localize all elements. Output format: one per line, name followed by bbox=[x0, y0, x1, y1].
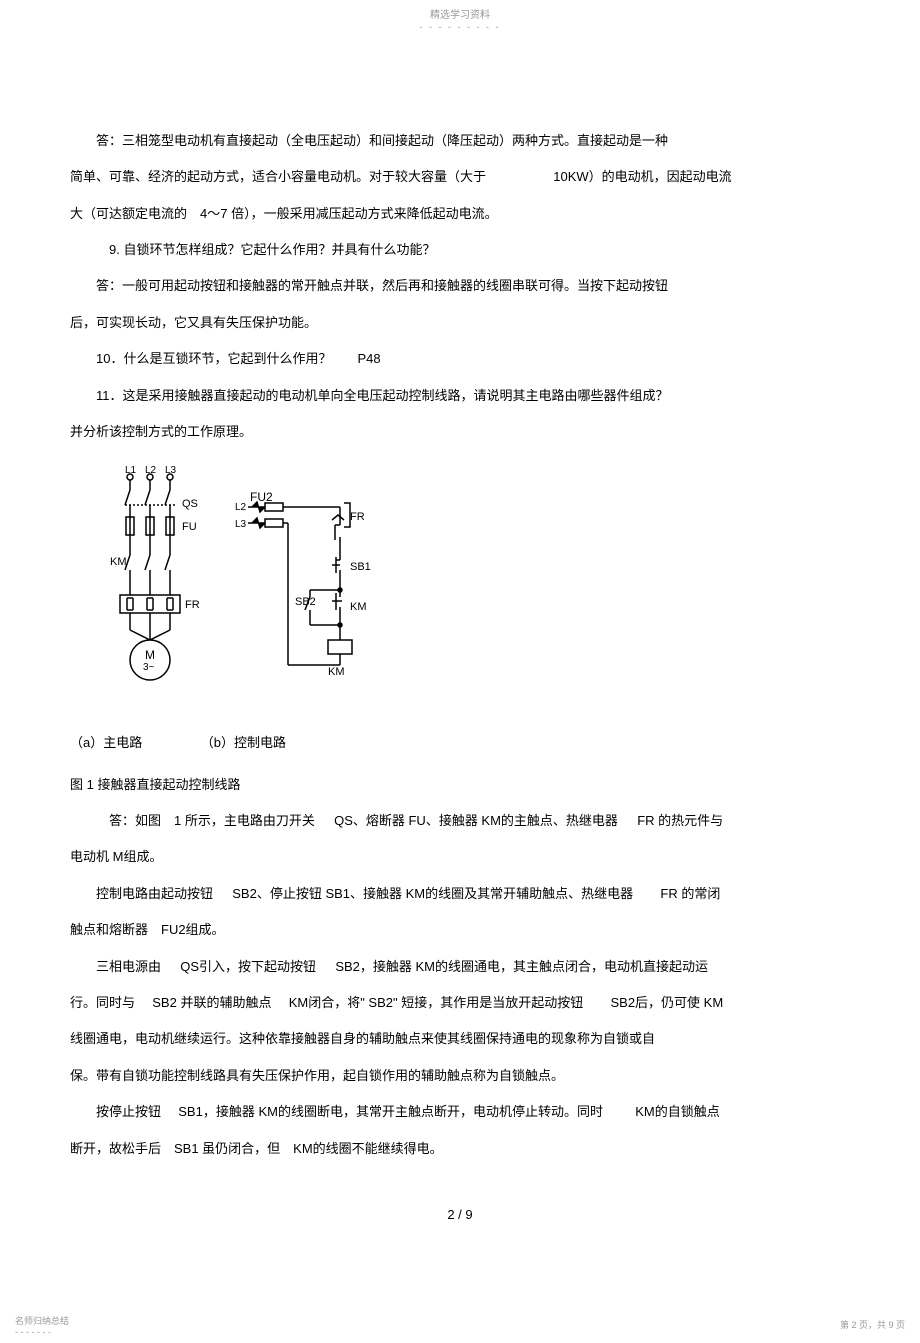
svg-text:FR: FR bbox=[185, 599, 200, 611]
svg-text:KM: KM bbox=[110, 556, 127, 568]
header-title: 精选学习资料 bbox=[70, 10, 850, 22]
header-sub: - - - - - - - - - bbox=[70, 22, 850, 33]
question-11b: 并分析该控制方式的工作原理。 bbox=[70, 414, 850, 450]
text: 答：如图 1 所示，主电路由刀开关 bbox=[109, 813, 315, 828]
svg-text:FU2: FU2 bbox=[250, 490, 273, 504]
text: 10KW）的电动机，因起动电流 bbox=[553, 169, 731, 184]
caption-ab: （a）主电路 （b）控制电路 bbox=[70, 725, 850, 761]
question-9: 9. 自锁环节怎样组成？它起什么作用？并具有什么功能？ bbox=[70, 232, 850, 268]
svg-text:L3: L3 bbox=[235, 519, 247, 530]
svg-text:L3: L3 bbox=[165, 465, 177, 476]
question-11a: 11．这是采用接触器直接起动的电动机单向全电压起动控制线路，请说明其主电路由哪些… bbox=[70, 378, 850, 414]
text: KM的自锁触点 bbox=[635, 1104, 720, 1119]
answer-p5: 三相电源由 QS引入，按下起动按钮 SB2，接触器 KM的线圈通电，其主触点闭合… bbox=[70, 949, 850, 985]
text: SB2后，仍可使 KM bbox=[610, 995, 723, 1010]
text: 简单、可靠、经济的起动方式，适合小容量电动机。对于较大容量（大于 bbox=[70, 169, 486, 184]
answer-p9: 按停止按钮 SB1，接触器 KM的线圈断电，其常开主触点断开，电动机停止转动。同… bbox=[70, 1094, 850, 1130]
svg-text:FR: FR bbox=[350, 511, 365, 523]
footer-left: 名师归纳总结 - - - - - - - bbox=[15, 1316, 69, 1338]
question-10: 10．什么是互锁环节，它起到什么作用？ P48 bbox=[70, 341, 850, 377]
circuit-diagram: L1 L2 L3 QS FU KM FR M 3~ FU2 L2 bbox=[110, 465, 850, 705]
footer-right: 第 2 页，共 9 页 bbox=[840, 1313, 905, 1338]
svg-text:L2: L2 bbox=[235, 502, 247, 513]
text: 按停止按钮 bbox=[96, 1104, 161, 1119]
svg-text:KM: KM bbox=[350, 601, 367, 613]
footer-left-sub: - - - - - - - bbox=[15, 1327, 69, 1338]
text: SB2 并联的辅助触点 bbox=[152, 995, 271, 1010]
text: FR 的热元件与 bbox=[637, 813, 723, 828]
footer-left-text: 名师归纳总结 bbox=[15, 1316, 69, 1327]
answer-p6: 行。同时与 SB2 并联的辅助触点 KM闭合，将" SB2" 短接，其作用是当放… bbox=[70, 985, 850, 1021]
svg-text:M: M bbox=[145, 648, 155, 662]
text: 控制电路由起动按钮 bbox=[96, 886, 213, 901]
text: QS、熔断器 FU、接触器 KM的主触点、热继电器 bbox=[334, 813, 618, 828]
svg-text:3~: 3~ bbox=[143, 662, 155, 673]
paragraph: 答：三相笼型电动机有直接起动（全电压起动）和间接起动（降压起动）两种方式。直接起… bbox=[70, 123, 850, 159]
text: KM闭合，将" SB2" 短接，其作用是当放开起动按钮 bbox=[289, 995, 584, 1010]
text: SB1，接触器 KM的线圈断电，其常开主触点断开，电动机停止转动。同时 bbox=[178, 1104, 603, 1119]
text: SB2，接触器 KM的线圈通电，其主触点闭合，电动机直接起动运 bbox=[335, 959, 708, 974]
answer-p1: 答：如图 1 所示，主电路由刀开关 QS、熔断器 FU、接触器 KM的主触点、热… bbox=[70, 803, 850, 839]
text: QS引入，按下起动按钮 bbox=[180, 959, 316, 974]
svg-text:SB1: SB1 bbox=[350, 561, 371, 573]
svg-text:QS: QS bbox=[182, 498, 198, 510]
text: FR 的常闭 bbox=[660, 886, 720, 901]
svg-text:SB2: SB2 bbox=[295, 596, 316, 608]
text: 三相电源由 bbox=[96, 959, 161, 974]
caption-fig: 图 1 接触器直接起动控制线路 bbox=[70, 767, 850, 803]
svg-text:KM: KM bbox=[328, 666, 345, 678]
answer-9b: 后，可实现长动，它又具有失压保护功能。 bbox=[70, 305, 850, 341]
answer-p10: 断开，故松手后 SB1 虽仍闭合，但 KM的线圈不能继续得电。 bbox=[70, 1131, 850, 1167]
answer-p7: 线圈通电，电动机继续运行。这种依靠接触器自身的辅助触点来使其线圈保持通电的现象称… bbox=[70, 1021, 850, 1057]
svg-text:L1: L1 bbox=[125, 465, 137, 476]
answer-p8: 保。带有自锁功能控制线路具有失压保护作用，起自锁作用的辅助触点称为自锁触点。 bbox=[70, 1058, 850, 1094]
text: SB2、停止按钮 SB1、接触器 KM的线圈及其常开辅助触点、热继电器 bbox=[232, 886, 633, 901]
text: 行。同时与 bbox=[70, 995, 135, 1010]
answer-9a: 答：一般可用起动按钮和接触器的常开触点并联，然后再和接触器的线圈串联可得。当按下… bbox=[70, 268, 850, 304]
svg-text:L2: L2 bbox=[145, 465, 157, 476]
svg-text:FU: FU bbox=[182, 521, 197, 533]
answer-p4: 触点和熔断器 FU2组成。 bbox=[70, 912, 850, 948]
paragraph: 简单、可靠、经济的起动方式，适合小容量电动机。对于较大容量（大于 10KW）的电… bbox=[70, 159, 850, 195]
paragraph: 大（可达额定电流的 4～7 倍），一般采用减压起动方式来降低起动电流。 bbox=[70, 196, 850, 232]
answer-p2: 电动机 M组成。 bbox=[70, 839, 850, 875]
page-number: 2 / 9 bbox=[70, 1197, 850, 1233]
answer-p3: 控制电路由起动按钮 SB2、停止按钮 SB1、接触器 KM的线圈及其常开辅助触点… bbox=[70, 876, 850, 912]
